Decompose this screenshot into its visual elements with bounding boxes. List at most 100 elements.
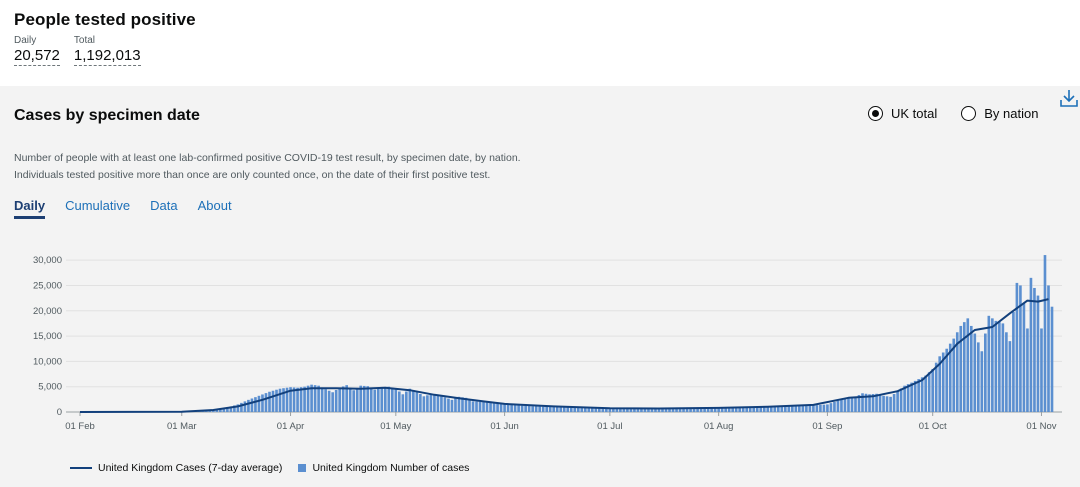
cases-bar [675, 408, 678, 412]
cases-bar [619, 408, 622, 412]
cases-bar [601, 408, 605, 412]
radio-by-nation-label: By nation [984, 106, 1039, 121]
legend-label-average: United Kingdom Cases (7-day average) [98, 462, 283, 474]
tab-about[interactable]: About [197, 198, 232, 213]
cases-bar [773, 406, 777, 412]
cases-bar [731, 407, 734, 412]
cases-bar [850, 397, 854, 412]
kpi-total: Total 1,192,013 [73, 35, 141, 66]
cases-bar [482, 402, 485, 412]
radio-uk-total[interactable]: UK total [868, 106, 937, 121]
cases-bar [934, 362, 938, 412]
legend-label-cases: United Kingdom Number of cases [312, 462, 470, 474]
cases-bar [534, 406, 538, 412]
cases-bar [580, 407, 584, 412]
cases-bar [289, 387, 292, 412]
cases-bar [376, 388, 380, 412]
cases-bar [1033, 287, 1036, 412]
chart-legend: United Kingdom Cases (7-day average) Uni… [70, 462, 469, 474]
kpi-daily-value[interactable]: 20,572 [14, 47, 60, 66]
cases-bar [794, 406, 798, 412]
cases-bar [612, 408, 615, 412]
cases-bar [931, 368, 935, 412]
cases-bar [362, 385, 366, 412]
kpi-row: Daily 20,572 Total 1,192,013 [14, 35, 196, 66]
legend-item-average: United Kingdom Cases (7-day average) [70, 462, 282, 474]
cases-bar [1008, 341, 1012, 412]
y-tick-label: 20,000 [33, 306, 62, 317]
cases-bar [713, 407, 717, 412]
cases-bar [492, 402, 496, 412]
legend-line-swatch [70, 467, 92, 469]
cases-bar [541, 406, 545, 412]
radio-selected-dot [872, 110, 879, 117]
cases-bar [927, 372, 931, 412]
cases-bar [710, 407, 713, 412]
cases-bar [622, 408, 626, 412]
cases-bar [678, 408, 682, 412]
cases-bar [955, 332, 959, 412]
cases-bar [401, 394, 405, 412]
cases-bar [278, 388, 282, 412]
cases-bar [548, 406, 552, 412]
radio-by-nation[interactable]: By nation [961, 106, 1038, 121]
cases-bar [310, 384, 313, 412]
kpi-total-value[interactable]: 1,192,013 [73, 47, 141, 66]
cases-bar [436, 395, 440, 412]
cases-bar [573, 407, 577, 412]
cases-bar [692, 408, 696, 412]
cases-bar [913, 380, 917, 412]
cases-bar [250, 398, 254, 412]
cases-bar [920, 377, 924, 412]
cases-bar [327, 390, 331, 412]
cases-bar [948, 343, 952, 412]
cases-bar [843, 398, 847, 412]
cases-bar [380, 387, 384, 412]
cases-bar [268, 391, 271, 412]
cases-bar [443, 397, 447, 412]
cases-bar [976, 342, 980, 412]
tab-data[interactable]: Data [150, 198, 178, 213]
cases-bar [317, 385, 320, 412]
cases-bar [987, 315, 991, 412]
tab-daily[interactable]: Daily [14, 198, 46, 219]
cases-bar [313, 385, 317, 412]
cases-bar [748, 407, 752, 412]
cases-bar [345, 385, 349, 412]
cases-bar [398, 391, 401, 412]
cases-bar [650, 408, 654, 412]
cases-bar [594, 408, 598, 412]
description-line-2: Individuals tested positive more than on… [14, 169, 491, 181]
cases-bar [369, 387, 373, 412]
y-tick-label: 30,000 [33, 255, 62, 266]
tab-cumulative[interactable]: Cumulative [65, 198, 131, 213]
cases-bar [341, 386, 345, 412]
cases-bar [917, 379, 920, 412]
cases-bar [980, 351, 984, 412]
cases-bar [576, 407, 580, 412]
y-tick-label: 25,000 [33, 280, 62, 291]
cases-bar [959, 325, 963, 412]
cases-bar [1001, 323, 1005, 412]
cases-bar [426, 395, 429, 412]
cases-bar [440, 396, 443, 412]
cases-bar [805, 405, 808, 412]
cases-bar [882, 395, 885, 412]
cases-bar [984, 333, 987, 412]
cases-bar [994, 320, 998, 412]
cases-bar [647, 408, 650, 412]
download-icon[interactable] [1060, 88, 1078, 108]
cases-bar [306, 385, 310, 412]
cases-bar [696, 408, 699, 412]
cases-bar [889, 396, 892, 412]
cases-bar [717, 407, 720, 412]
cases-bar [471, 401, 475, 412]
legend-bar-swatch [298, 464, 307, 472]
x-tick-label: 01 Oct [919, 421, 947, 432]
cases-bar [359, 385, 363, 412]
cases-bar [766, 406, 770, 412]
cases-bar [903, 385, 906, 412]
radio-by-nation-circle[interactable] [961, 106, 977, 121]
radio-uk-total-circle[interactable] [868, 106, 883, 121]
cases-bar [475, 401, 478, 412]
